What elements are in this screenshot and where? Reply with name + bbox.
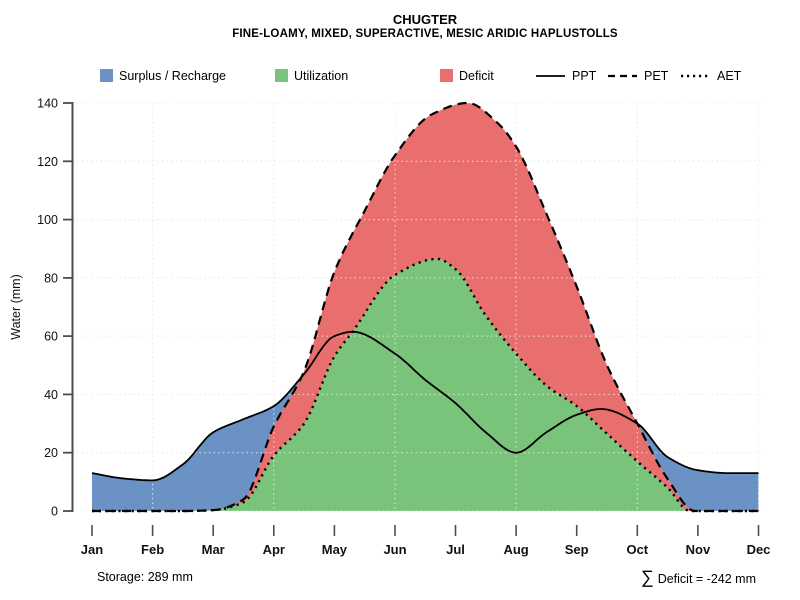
legend-item-ppt: PPT (536, 68, 596, 83)
legend-label: PPT (572, 68, 597, 83)
solid-line-icon (536, 74, 565, 77)
x-tick-label: Feb (141, 542, 164, 557)
x-tick-label: Apr (263, 542, 285, 557)
legend-label: Deficit (459, 68, 494, 83)
legend-item-surplus: Surplus / Recharge (100, 68, 226, 83)
pet-line (92, 101, 759, 513)
x-tick-label: Jun (383, 542, 406, 557)
sigma-icon: ∑ (640, 567, 654, 587)
y-tick-label: 80 (44, 271, 58, 285)
legend-label: Surplus / Recharge (119, 68, 227, 83)
legend-item-aet: AET (681, 68, 741, 83)
storage-annotation: Storage: 289 mm (97, 570, 193, 584)
x-tick-label: Sep (565, 542, 589, 557)
legend-label: PET (644, 68, 669, 83)
y-tick-label: 40 (44, 388, 58, 402)
x-tick-label: Mar (202, 542, 225, 557)
y-tick-label: 140 (37, 97, 58, 111)
deficit-sum-annotation: ∑ Deficit = -242 mm (640, 567, 756, 589)
dashed-line-icon (608, 74, 637, 77)
y-tick-label: 0 (51, 505, 58, 519)
x-tick-label: Aug (503, 542, 528, 557)
deficit-swatch-icon (440, 69, 453, 82)
chart-title: CHUGTER (392, 12, 458, 27)
chart-subtitle: FINE-LOAMY, MIXED, SUPERACTIVE, MESIC AR… (232, 28, 618, 40)
x-tick-label: Nov (686, 542, 711, 557)
deficit-area (92, 103, 759, 511)
surplus-recharge-area (92, 103, 759, 511)
dotted-line-icon (681, 74, 710, 77)
x-tick-label: Jul (446, 542, 465, 557)
y-axis-title: Water (mm) (9, 274, 23, 340)
utilization-area (92, 258, 759, 511)
x-axis: Jan Feb Mar Apr May Jun Jul Aug Sep Oct Nov Dec (81, 525, 771, 557)
utilization-swatch-icon (275, 69, 288, 82)
y-tick-label: 60 (44, 330, 58, 344)
y-tick-label: 120 (37, 155, 58, 169)
legend-label: AET (717, 68, 742, 83)
aet-line (92, 257, 759, 513)
x-tick-label: Dec (747, 542, 771, 557)
y-tick-label: 100 (37, 213, 58, 227)
legend-item-pet: PET (608, 68, 668, 83)
legend: Surplus / Recharge Utilization Deficit PPT P… (0, 68, 800, 86)
y-axis: 0 20 40 60 80 100 120 140 Water (mm) (9, 97, 74, 519)
legend-label: Utilization (294, 68, 349, 83)
deficit-sum-text: Deficit = -242 mm (657, 571, 756, 586)
y-tick-label: 20 (44, 446, 58, 460)
x-tick-label: Oct (626, 542, 648, 557)
ppt-line (91, 330, 759, 482)
legend-item-deficit: Deficit (440, 68, 494, 83)
x-tick-label: Jan (81, 542, 103, 557)
legend-item-utilization: Utilization (275, 68, 348, 83)
surplus-swatch-icon (100, 69, 113, 82)
x-tick-label: May (322, 542, 348, 557)
